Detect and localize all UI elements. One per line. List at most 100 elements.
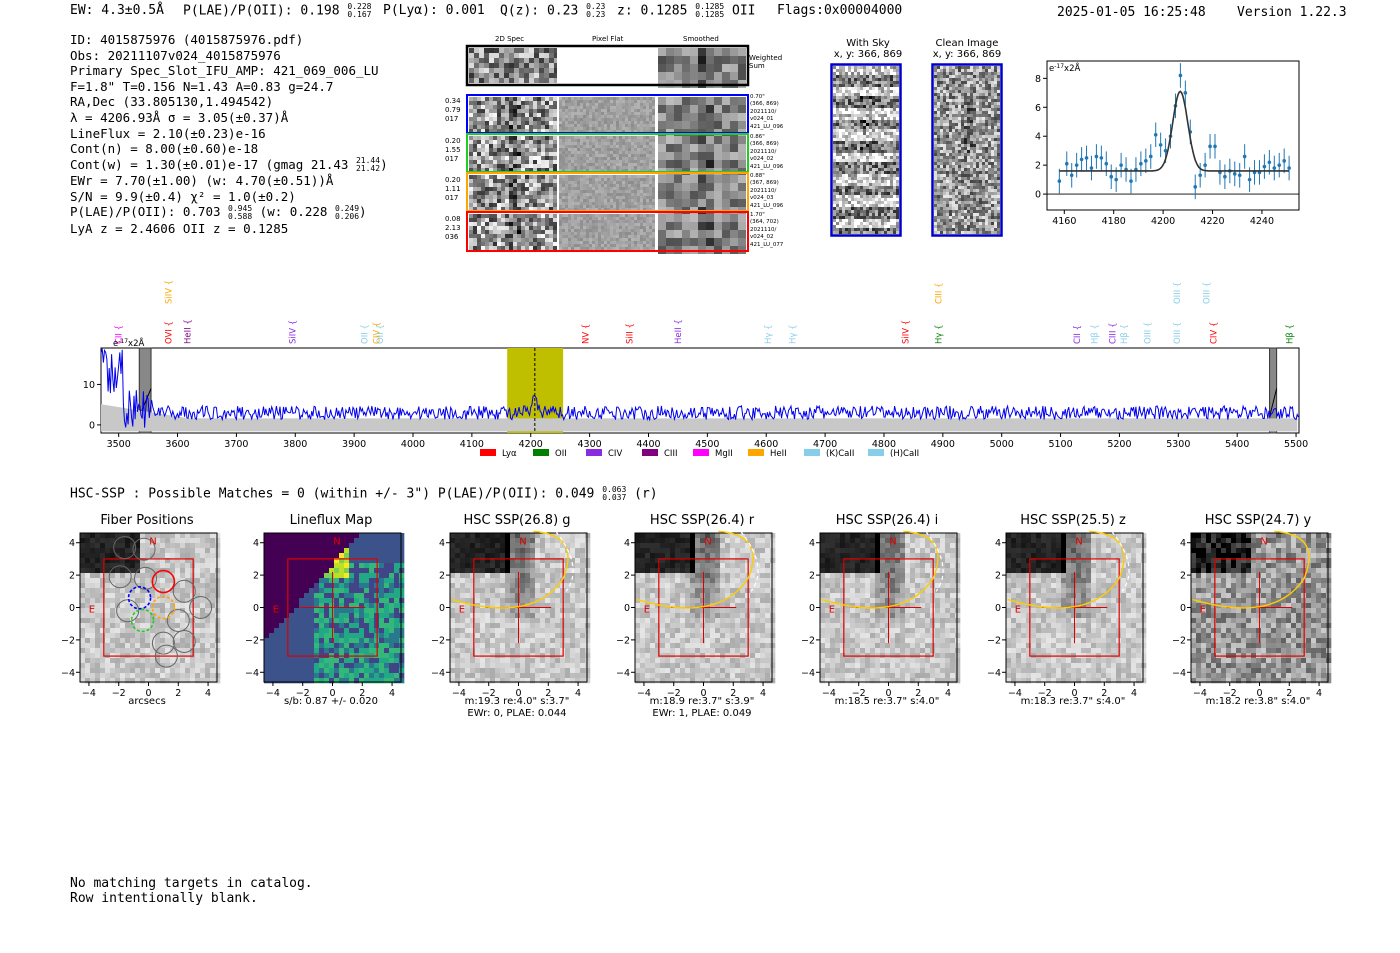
hsc-y-tick-label: −2 [1173, 635, 1186, 646]
row2-r3: 2021110/ [750, 148, 777, 155]
hsc-x-tick-label: 0 [885, 688, 891, 699]
hsc-y-tick-label: 4 [1180, 538, 1186, 549]
hsc-panel-title: HSC SSP(24.7) y [1204, 513, 1312, 528]
zoom-data-point [1178, 73, 1183, 78]
hsc-ellipse-fit [1007, 530, 1125, 609]
zoom-x-tick-label: 4220 [1200, 216, 1224, 227]
hsc-texture [820, 533, 961, 684]
hsc-x-tick-label: 0 [329, 688, 335, 699]
info-lineflux: LineFlux = 2.10(±0.23)e-16 [70, 125, 266, 141]
info-obs: Obs: 20211107v024_4015875976 [70, 47, 281, 63]
row3-r2: (367, 869) [750, 180, 779, 187]
hsc-x-tick-label: 4 [575, 688, 581, 699]
spectrum-x-tick-label: 5300 [1166, 439, 1190, 450]
zoom-data-point [1069, 173, 1074, 178]
info-contw-text: Cont(w) = 1.30(±0.01)e-17 (gmag 21.43 [70, 156, 349, 172]
row-3-2d-noise [469, 175, 557, 211]
with-sky-title-2: x, y: 366, 869 [833, 49, 903, 60]
north-label: N [1260, 536, 1267, 547]
row2-r4: v024_02 [750, 156, 774, 163]
row-4-smooth-noise [658, 214, 746, 254]
zoom-data-point [1094, 154, 1099, 159]
hsc-ellipse-fit [451, 530, 569, 609]
hsc-y-tick-label: 2 [439, 571, 445, 582]
spectrum-flux-line [100, 348, 1299, 428]
hsc-summary-band: (r) [634, 486, 658, 502]
col-pixel-flat: Pixel Flat [592, 35, 624, 43]
hsc-x-tick-label: −2 [852, 688, 866, 699]
row1-l3: 017 [445, 115, 459, 123]
hsc-texture [1006, 533, 1147, 684]
with-sky-title: With Sky x, y: 366, 869 [832, 38, 904, 60]
spectrum-line-marker-label: Hγ { [789, 324, 799, 344]
header-plae-lo: 0.167 [347, 10, 372, 19]
hsc-x-tick-label: 0 [1256, 688, 1262, 699]
info-plae-hi: 0.945 [228, 203, 253, 213]
spectrum-x-tick-label: 5100 [1048, 439, 1072, 450]
north-label: N [704, 536, 711, 547]
zoom-data-point [1139, 161, 1143, 166]
hsc-panel-title: Fiber Positions [100, 513, 194, 528]
row-1-flat-noise [559, 97, 655, 133]
spectrum-x-tick-label: 4100 [460, 439, 484, 450]
hsc-x-tick-label: 2 [359, 688, 365, 699]
hsc-ellipse-fit [1192, 530, 1310, 609]
hsc-summary-text: HSC-SSP : Possible Matches = 0 (within +… [70, 486, 595, 502]
cutout-row-3-left: 0.20 1.11 017 [445, 176, 461, 203]
info-lambda: λ = 4206.93Å σ = 3.05(±0.37)Å [70, 109, 289, 125]
hsc-panel-title: HSC SSP(26.4) i [835, 513, 939, 528]
legend-swatch [642, 449, 658, 456]
hsc-x-tick-label: −2 [296, 688, 310, 699]
hsc-texture [264, 533, 405, 684]
legend-swatch [804, 449, 820, 456]
hsc-x-tick-label: −4 [452, 688, 466, 699]
zoom-data-point [1203, 163, 1207, 167]
row-2-flat-noise [559, 136, 655, 172]
hsc-y-tick-label: −2 [62, 635, 75, 646]
zoom-y-tick-label: 6 [1035, 103, 1041, 114]
hsc-y-tick-label: −4 [62, 668, 75, 679]
north-label: N [149, 536, 156, 547]
legend-label: (K)CaII [826, 449, 854, 459]
spectrum-line-marker-label: Hβ { [1286, 324, 1296, 344]
spectrum-y-tick-label: 0 [89, 420, 95, 431]
hsc-panel-image: N E −4 −2 0 2 4 −4 −2 0 2 4 [802, 530, 961, 699]
hsc-y-tick-label: 2 [69, 571, 75, 582]
zoom-x-tick-label: 4180 [1102, 216, 1126, 227]
hsc-x-tick-label: 2 [730, 688, 736, 699]
hsc-panel-image: N E −4 −2 0 2 4 −4 −2 0 2 4 [62, 532, 221, 699]
cutout-row-4-right: 1.70" (364, 702) 2021110/ v024_02 421_LU… [750, 212, 783, 249]
info-plae: P(LAE)/P(OII): 0.703 0.945 0.588 (w: 0.2… [70, 204, 388, 221]
hsc-y-tick-label: 0 [809, 603, 815, 614]
header-qz: Q(z): 0.23 0.23 0.23 [500, 3, 605, 19]
zoom-x-tick-label: 4200 [1151, 216, 1175, 227]
row4-l1: 0.08 [445, 215, 461, 223]
spectrum-line-marker-label: OIII { [1173, 282, 1183, 304]
fiber-circle [151, 631, 175, 655]
row-4-2d-noise [469, 214, 557, 250]
header-qz-lo: 0.23 [586, 10, 606, 19]
north-label: N [889, 536, 896, 547]
zoom-y-tick-label: 4 [1035, 132, 1041, 143]
zoom-unit-label: e-17x2Å [1049, 62, 1080, 74]
row1-l1: 0.34 [445, 97, 461, 105]
header-z-lo: 0.1285 [695, 10, 725, 19]
hsc-texture [1191, 533, 1332, 684]
spectrum-line-marker-label: CII { [1073, 325, 1083, 344]
footer-line-1: No matching targets in catalog. [70, 876, 313, 891]
spectrum-x-tick-label: 5500 [1284, 439, 1308, 450]
spectrum-line-marker-label: SiIV { [902, 320, 912, 344]
cutout-row-1-left: 0.34 0.79 017 [445, 97, 461, 124]
zoom-y-tick-label: 8 [1035, 74, 1041, 85]
hsc-x-tick-label: −2 [1038, 688, 1052, 699]
zoom-data-point [1084, 156, 1089, 160]
zoom-data-point [1237, 173, 1242, 178]
hsc-x-tick-label: 2 [1286, 688, 1292, 699]
hsc-panel-image: N E −4 −2 0 2 4 −4 −2 0 2 4 [988, 530, 1147, 699]
row1-r2: (366, 869) [750, 101, 779, 108]
row2-r2: (366, 869) [750, 141, 779, 148]
spectrum-x-tick-label: 3900 [342, 439, 366, 450]
zoom-data-point [1232, 172, 1237, 176]
spectrum-line-marker-label: OIII { [1203, 282, 1213, 304]
hsc-x-tick-label: 2 [915, 688, 921, 699]
